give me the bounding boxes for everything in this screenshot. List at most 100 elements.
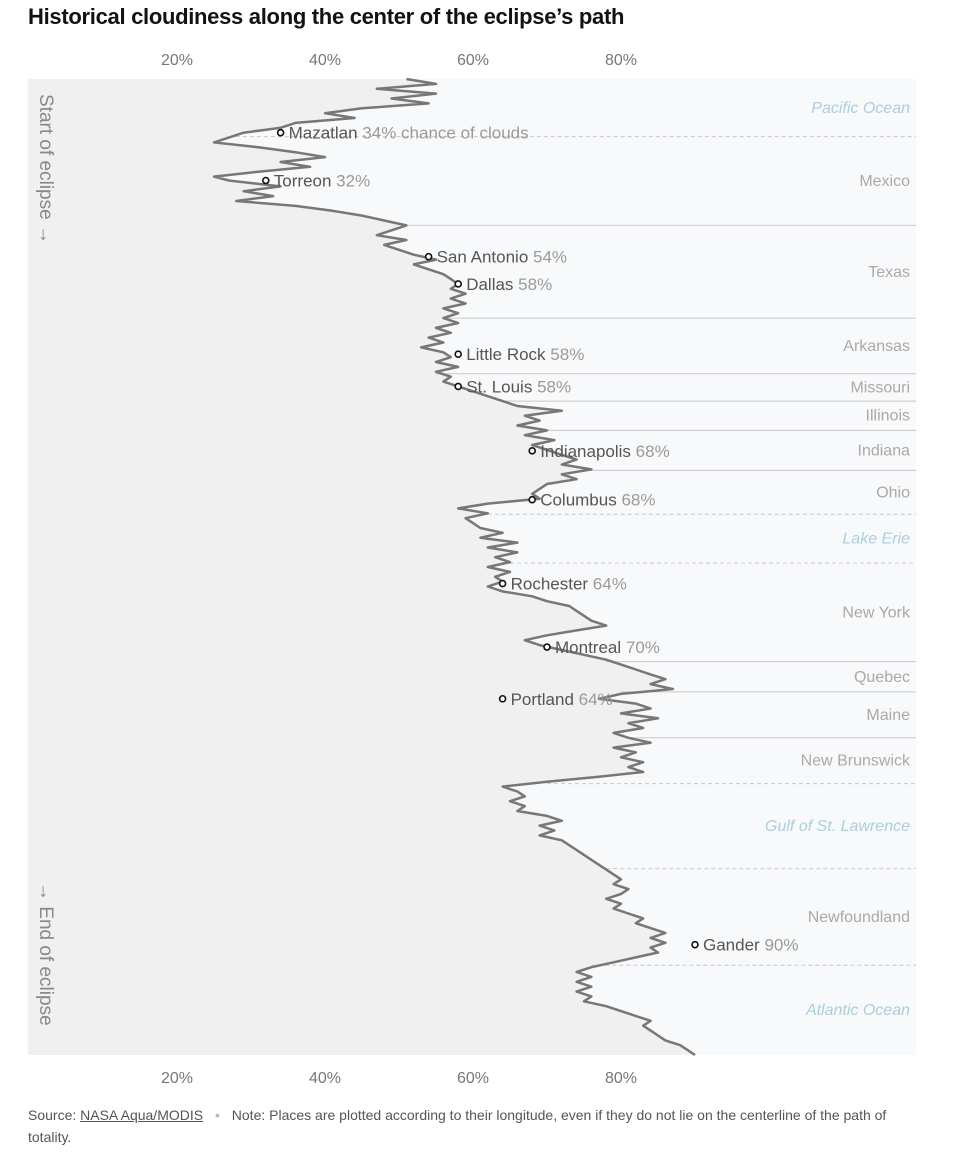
city-dot	[528, 495, 537, 504]
city-name: Indianapolis	[540, 442, 635, 461]
region-label: Indiana	[858, 442, 911, 459]
side-annotations: Start of eclipse → → End of eclipse	[35, 94, 56, 1026]
city-value: 68%	[636, 442, 670, 461]
city-marker: Dallas 58%	[454, 275, 552, 294]
region-dividers	[228, 136, 916, 966]
city-name: Gander	[703, 936, 764, 955]
city-label: Indianapolis 68%	[540, 442, 670, 461]
cloud-area-fill	[28, 79, 695, 1055]
city-name: San Antonio	[437, 248, 533, 267]
region-label: Arkansas	[843, 338, 910, 355]
city-name: Montreal	[555, 638, 626, 657]
city-dot	[498, 579, 507, 588]
tick-label-top: 80%	[605, 52, 637, 69]
footer: Source: NASA Aqua/MODIS • Note: Places a…	[28, 1104, 918, 1148]
source-link[interactable]: NASA Aqua/MODIS	[80, 1107, 204, 1123]
city-marker: Indianapolis 68%	[528, 442, 670, 461]
city-marker: Torreon 32%	[261, 172, 370, 191]
city-marker: Little Rock 58%	[454, 345, 584, 364]
city-name: Torreon	[274, 172, 336, 191]
city-dot	[528, 447, 537, 455]
city-markers: Mazatlan 34% chance of clouds Torreon 32%…	[261, 124, 798, 955]
region-label: Texas	[868, 264, 910, 281]
tick-label-top: 40%	[309, 52, 341, 69]
region-labels: Pacific Ocean Mexico Texas Arkansas Missouri…	[765, 100, 911, 1019]
region-label: Mexico	[859, 173, 910, 190]
separator-dot: •	[214, 1107, 220, 1123]
city-value: 34% chance of clouds	[362, 124, 528, 143]
city-value: 70%	[626, 638, 660, 657]
city-marker: Gander 90%	[691, 936, 798, 955]
region-label: Ohio	[876, 484, 910, 501]
chart-background	[28, 79, 916, 1055]
city-dot	[691, 940, 699, 949]
city-label: Montreal 70%	[555, 638, 660, 657]
city-label: Rochester 64%	[511, 575, 627, 594]
city-label: Mazatlan 34% chance of clouds	[289, 124, 529, 143]
city-label: Little Rock 58%	[466, 345, 584, 364]
city-value: 68%	[621, 491, 655, 510]
x-axis: 20% 20% 40% 40% 60% 60% 80% 80%	[161, 52, 637, 1087]
city-value: 58%	[550, 345, 584, 364]
city-value: 64%	[579, 690, 613, 709]
cloudiness-chart: Pacific Ocean Mexico Texas Arkansas Missouri…	[28, 52, 916, 1087]
city-marker: San Antonio 54%	[424, 248, 567, 267]
region-label: Quebec	[854, 669, 910, 686]
city-name: Mazatlan	[289, 124, 363, 143]
city-dot	[454, 280, 463, 288]
region-label: Lake Erie	[842, 531, 910, 548]
region-label: Illinois	[866, 408, 910, 425]
city-value: 58%	[537, 377, 571, 396]
city-label: Torreon 32%	[274, 172, 370, 191]
page-title: Historical cloudiness along the center o…	[28, 4, 625, 29]
region-label: Atlantic Ocean	[805, 1002, 910, 1019]
city-dot	[454, 382, 463, 391]
city-marker: Portland 64%	[498, 690, 613, 709]
city-marker: Rochester 64%	[498, 575, 627, 594]
city-label: St. Louis 58%	[466, 377, 571, 396]
city-label: San Antonio 54%	[437, 248, 567, 267]
city-value: 64%	[593, 575, 627, 594]
city-label: Portland 64%	[511, 690, 613, 709]
note-text: Note: Places are plotted according to th…	[28, 1107, 887, 1145]
city-dot	[454, 350, 463, 359]
start-of-eclipse-label: Start of eclipse →	[35, 94, 56, 244]
city-marker: St. Louis 58%	[454, 377, 571, 396]
region-label: New Brunswick	[801, 753, 911, 770]
city-value: 90%	[764, 936, 798, 955]
region-label: Maine	[866, 707, 910, 724]
city-label: Dallas 58%	[466, 275, 552, 294]
tick-label-top: 60%	[457, 52, 489, 69]
city-dot	[498, 694, 507, 703]
tick-label-bottom: 60%	[457, 1070, 489, 1087]
city-label: Columbus 68%	[540, 491, 655, 510]
region-label: New York	[842, 604, 911, 621]
city-marker: Montreal 70%	[543, 638, 660, 657]
city-marker: Columbus 68%	[528, 491, 655, 510]
region-label: Gulf of St. Lawrence	[765, 818, 910, 835]
city-marker: Mazatlan 34% chance of clouds	[276, 124, 529, 143]
region-label: Pacific Ocean	[811, 100, 910, 117]
city-name: St. Louis	[466, 377, 537, 396]
tick-label-bottom: 40%	[309, 1070, 341, 1087]
city-name: Columbus	[540, 491, 621, 510]
city-name: Dallas	[466, 275, 518, 294]
tick-label-bottom: 80%	[605, 1070, 637, 1087]
source-label: Source:	[28, 1107, 77, 1123]
city-dot	[276, 128, 285, 137]
tick-label-bottom: 20%	[161, 1070, 193, 1087]
city-dot	[543, 643, 551, 651]
city-value: 32%	[336, 172, 370, 191]
tick-label-top: 20%	[161, 52, 193, 69]
city-label: Gander 90%	[703, 936, 798, 955]
city-name: Little Rock	[466, 345, 550, 364]
city-name: Portland	[511, 690, 579, 709]
city-dot	[424, 252, 433, 261]
cloudiness-line	[212, 77, 696, 1057]
region-label: Missouri	[850, 379, 910, 396]
cloudiness-series-line	[212, 77, 696, 1057]
city-name: Rochester	[511, 575, 593, 594]
end-of-eclipse-label: → End of eclipse	[35, 882, 56, 1026]
city-value: 58%	[518, 275, 552, 294]
region-label: Newfoundland	[808, 909, 910, 926]
